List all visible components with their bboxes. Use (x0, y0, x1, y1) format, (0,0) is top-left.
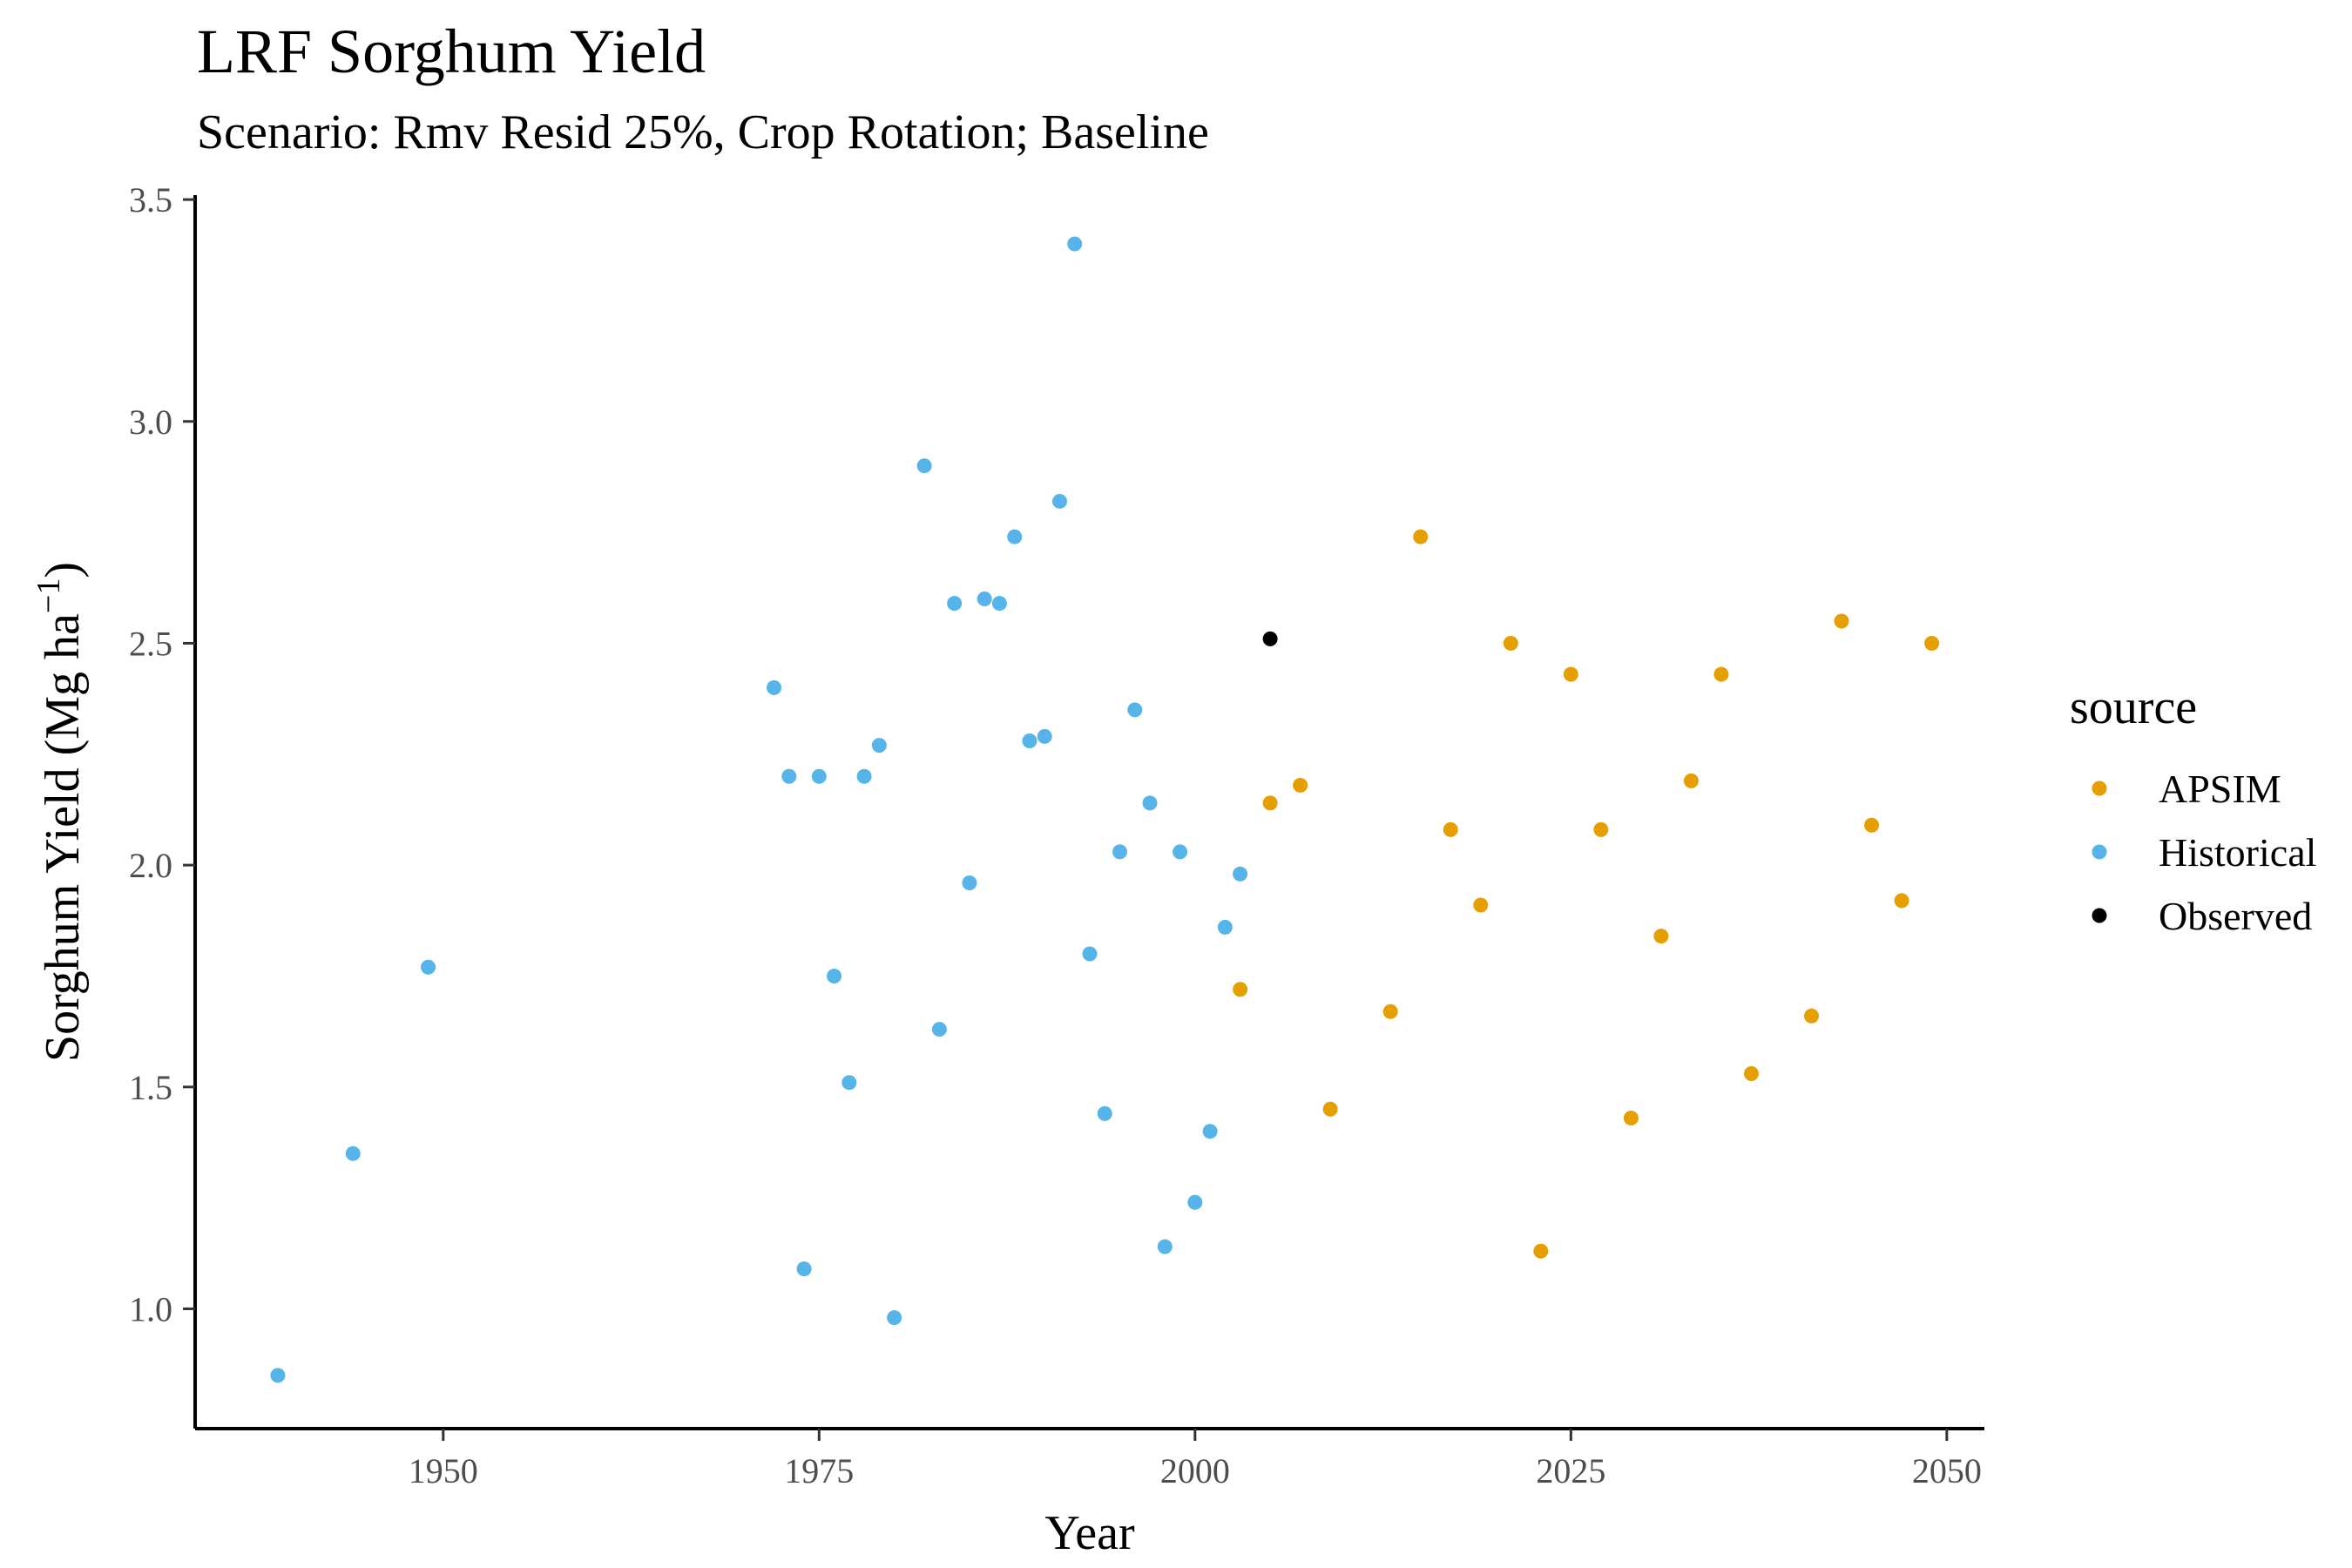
legend-label-historical: Historical (2159, 830, 2316, 875)
point-apsim (1623, 1110, 1639, 1125)
y-tick-label: 3.5 (129, 180, 172, 220)
point-historical (1233, 866, 1248, 882)
point-apsim (1683, 773, 1699, 788)
legend-marker-historical (2092, 844, 2107, 860)
point-historical (1157, 1239, 1173, 1254)
point-historical (1187, 1194, 1203, 1210)
x-tick-label: 2050 (1912, 1451, 1982, 1490)
point-historical (270, 1368, 286, 1383)
y-axis-title-main: Sorghum Yield (Mg ha (36, 613, 90, 1062)
point-historical (1142, 795, 1158, 811)
point-historical (796, 1261, 812, 1277)
y-tick-label: 3.0 (129, 402, 172, 442)
legend-title: source (2070, 680, 2197, 734)
x-tick-label: 2000 (1160, 1451, 1230, 1490)
point-historical (811, 768, 827, 784)
point-historical (962, 875, 977, 890)
point-apsim (1533, 1243, 1549, 1259)
point-apsim (1713, 666, 1729, 682)
point-historical (1037, 728, 1052, 744)
point-historical (1022, 733, 1037, 749)
x-tick-label: 1975 (784, 1451, 854, 1490)
point-historical (1173, 844, 1188, 860)
point-historical (781, 768, 797, 784)
point-apsim (1743, 1066, 1759, 1082)
point-historical (931, 1022, 947, 1037)
point-apsim (1443, 821, 1458, 837)
point-historical (1217, 919, 1233, 935)
x-tick-label: 1950 (409, 1451, 478, 1490)
point-historical (1082, 946, 1098, 962)
y-tick-label: 1.5 (129, 1068, 172, 1107)
point-observed (1262, 631, 1278, 646)
point-historical (1112, 844, 1128, 860)
point-historical (1051, 493, 1067, 509)
x-tick-label: 2025 (1536, 1451, 1605, 1490)
legend-label-observed: Observed (2159, 894, 2312, 938)
point-historical (916, 458, 932, 474)
point-historical (1202, 1124, 1218, 1139)
x-axis-title: Year (1044, 1506, 1135, 1560)
point-historical (887, 1310, 902, 1326)
point-apsim (1924, 635, 1940, 651)
legend-label-apsim: APSIM (2159, 767, 2281, 811)
point-historical (827, 968, 842, 983)
point-historical (871, 738, 887, 754)
point-apsim (1864, 817, 1880, 833)
chart-title: LRF Sorghum Yield (197, 17, 706, 86)
y-tick-label: 2.0 (129, 846, 172, 885)
point-apsim (1382, 1004, 1398, 1019)
point-apsim (1804, 1008, 1820, 1024)
y-tick-label: 1.0 (129, 1289, 172, 1328)
point-apsim (1503, 635, 1518, 651)
point-apsim (1322, 1101, 1338, 1117)
point-apsim (1262, 795, 1278, 811)
point-apsim (1473, 897, 1489, 913)
point-historical (856, 768, 872, 784)
legend-marker-observed (2092, 908, 2107, 923)
point-historical (1127, 702, 1143, 718)
point-historical (421, 959, 436, 975)
point-historical (991, 596, 1007, 612)
point-historical (767, 679, 782, 695)
y-axis-title-superscript: −1 (30, 578, 67, 613)
point-historical (345, 1146, 361, 1161)
point-historical (841, 1075, 857, 1091)
point-apsim (1834, 613, 1849, 629)
point-apsim (1894, 893, 1909, 909)
y-axis-title-close: ) (36, 562, 90, 578)
point-apsim (1653, 929, 1669, 944)
point-historical (947, 596, 963, 612)
point-historical (1067, 236, 1083, 252)
point-apsim (1563, 666, 1578, 682)
y-tick-label: 2.5 (129, 624, 172, 663)
point-historical (1007, 529, 1023, 544)
point-apsim (1593, 821, 1609, 837)
point-apsim (1413, 529, 1429, 544)
point-apsim (1233, 982, 1248, 997)
point-historical (1097, 1105, 1112, 1121)
point-apsim (1293, 777, 1308, 793)
chart-subtitle: Scenario: Rmv Resid 25%, Crop Rotation; … (197, 105, 1209, 159)
point-historical (977, 591, 992, 607)
y-axis-title: Sorghum Yield (Mg ha−1) (30, 562, 90, 1062)
legend-marker-apsim (2092, 781, 2107, 796)
